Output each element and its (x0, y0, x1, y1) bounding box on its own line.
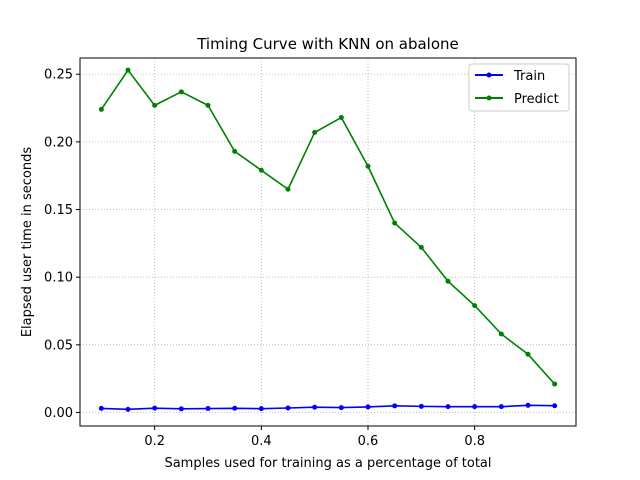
series-predict-point (392, 220, 398, 226)
series-train-line (101, 404, 555, 411)
chart-title: Timing Curve with KNN on abalone (196, 35, 459, 53)
y-tick-label: 0.20 (44, 135, 73, 150)
series-train-point (285, 405, 291, 411)
x-tick-label: 0.8 (464, 434, 485, 449)
y-tick-label: 0.10 (44, 271, 73, 286)
series-train-point (98, 405, 104, 411)
series-predict-point (98, 106, 104, 112)
series-train-point (445, 404, 451, 410)
series-predict-point (365, 163, 371, 169)
series-predict-point (178, 89, 184, 95)
series-predict-line (100, 69, 556, 385)
series-train-point (152, 405, 158, 411)
series-train-point (205, 406, 211, 412)
series-train-point (365, 404, 371, 410)
series-predict-point (232, 148, 238, 154)
x-tick-label: 0.2 (144, 434, 165, 449)
series-predict-point (338, 115, 344, 121)
legend-predict-label: Predict (514, 92, 559, 107)
y-tick-label: 0.25 (44, 68, 73, 83)
series-train-point (525, 402, 531, 408)
series-train-point (498, 404, 504, 410)
series-predict-point (285, 186, 291, 192)
series-train-point (232, 405, 238, 411)
legend-predict-marker (486, 95, 492, 101)
legend-train-marker (486, 72, 492, 78)
series-predict-point (205, 102, 211, 108)
x-tick-label: 0.6 (358, 434, 379, 449)
series-train-point (418, 403, 424, 409)
legend: Train Predict (468, 63, 570, 112)
legend-train-label: Train (513, 69, 545, 84)
series-train-point (258, 406, 264, 412)
series-predict-point (152, 102, 158, 108)
grid (80, 58, 576, 426)
series-train-point (552, 403, 558, 409)
y-tick-label: 0.15 (44, 203, 73, 218)
series-train-point (178, 406, 184, 412)
series-train-point (338, 405, 344, 411)
series-predict-point (125, 67, 131, 73)
x-tick-label: 0.4 (251, 434, 272, 449)
axis-ticks: 0.2 0.4 0.6 0.8 0.00 0.05 0.10 0.15 0.20 0.25 (44, 68, 485, 449)
y-axis-label: Elapsed user time in seconds (20, 147, 35, 338)
series-predict-point (258, 167, 264, 173)
y-tick-label: 0.05 (44, 338, 73, 353)
series-predict-point (525, 351, 531, 357)
plot-frame (79, 57, 577, 427)
series-train-point (392, 403, 398, 409)
series-train-point (472, 404, 478, 410)
x-axis-label: Samples used for training as a percentag… (164, 456, 491, 471)
series-lines (98, 67, 558, 412)
series-predict-point (472, 303, 478, 309)
series-predict-point (498, 331, 504, 337)
series-predict-point (445, 278, 451, 284)
series-predict-point (418, 244, 424, 250)
series-train-point (312, 404, 318, 410)
series-predict-point (552, 381, 558, 387)
y-tick-label: 0.00 (44, 406, 73, 421)
series-predict-point (312, 129, 318, 135)
series-train-point (125, 406, 131, 412)
